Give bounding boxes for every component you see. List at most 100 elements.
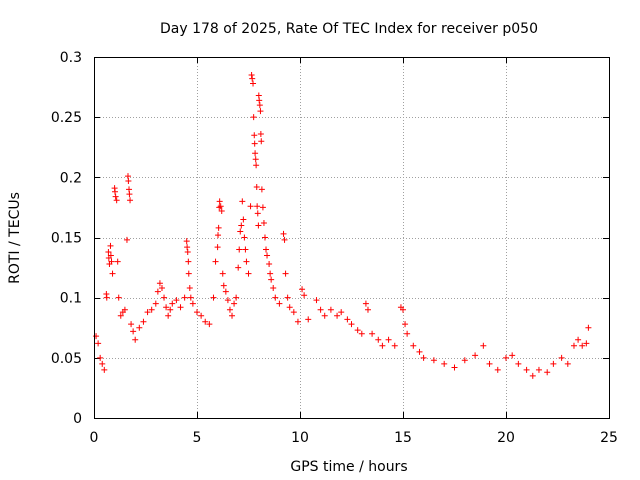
data-point xyxy=(181,294,188,301)
data-point xyxy=(187,294,194,301)
data-point xyxy=(358,330,365,337)
y-axis-title: ROTI / TECUs xyxy=(7,192,23,284)
data-point xyxy=(247,203,254,210)
data-point xyxy=(185,258,192,265)
data-point xyxy=(564,360,571,367)
data-point xyxy=(327,306,334,313)
data-point xyxy=(258,186,265,193)
data-point xyxy=(570,342,577,349)
data-point xyxy=(114,258,121,265)
x-tick-label: 10 xyxy=(291,430,309,446)
data-point xyxy=(161,294,168,301)
data-point xyxy=(177,304,184,311)
data-point xyxy=(167,306,174,313)
data-point xyxy=(250,114,257,121)
data-point xyxy=(206,321,213,328)
data-point xyxy=(472,352,479,359)
data-point xyxy=(186,285,193,292)
data-point xyxy=(251,132,258,139)
data-point xyxy=(391,342,398,349)
data-point xyxy=(558,354,565,361)
plot-frame xyxy=(94,57,610,419)
data-point xyxy=(268,276,275,283)
data-point xyxy=(112,188,119,195)
data-point xyxy=(194,309,200,316)
data-point xyxy=(163,304,170,311)
data-point xyxy=(229,312,236,319)
data-point xyxy=(251,140,258,147)
data-point xyxy=(222,288,229,295)
data-point xyxy=(148,306,155,313)
data-point xyxy=(108,258,115,265)
data-point xyxy=(280,230,287,237)
data-point xyxy=(263,246,270,253)
y-tick-label: 0.2 xyxy=(60,170,82,186)
data-point xyxy=(579,342,586,349)
y-tick-label: 0.3 xyxy=(60,50,82,66)
data-point xyxy=(103,294,110,301)
data-point xyxy=(523,366,530,373)
data-point xyxy=(420,354,427,361)
data-point xyxy=(364,306,371,313)
data-point xyxy=(219,270,226,277)
data-point xyxy=(250,80,257,87)
ticks-layer xyxy=(94,57,610,419)
data-point xyxy=(215,232,222,239)
chart-title: Day 178 of 2025, Rate Of TEC Index for r… xyxy=(160,21,538,37)
data-point xyxy=(183,238,190,245)
data-point xyxy=(215,224,222,231)
data-point xyxy=(184,248,191,255)
data-point xyxy=(202,318,209,325)
data-point xyxy=(128,321,135,328)
data-point xyxy=(242,246,249,253)
data-point xyxy=(461,357,468,364)
data-point xyxy=(130,328,137,335)
data-point xyxy=(220,282,227,289)
data-point xyxy=(117,312,124,319)
data-point xyxy=(99,360,106,367)
data-point xyxy=(235,264,242,271)
data-point xyxy=(226,306,233,313)
data-point xyxy=(385,336,392,343)
x-tick-label: 5 xyxy=(193,430,202,446)
data-point xyxy=(259,204,266,211)
data-point xyxy=(189,300,196,307)
data-point xyxy=(240,216,247,223)
data-point xyxy=(112,193,119,200)
data-point xyxy=(270,285,277,292)
data-point xyxy=(284,294,291,301)
data-point xyxy=(317,306,324,313)
data-point xyxy=(494,366,501,373)
data-point xyxy=(334,312,341,319)
data-point xyxy=(252,156,259,163)
data-point xyxy=(529,372,536,379)
data-point xyxy=(236,246,243,253)
data-point xyxy=(144,309,151,316)
x-tick-label: 15 xyxy=(394,430,412,446)
data-point xyxy=(290,309,297,316)
data-point xyxy=(233,294,240,301)
data-point xyxy=(115,294,122,301)
data-point xyxy=(252,150,259,157)
data-point xyxy=(281,236,288,243)
data-point xyxy=(184,244,191,251)
data-point xyxy=(121,306,128,313)
data-point xyxy=(214,244,221,251)
data-point xyxy=(237,228,244,235)
y-tick-label: 0.15 xyxy=(51,231,82,247)
data-point xyxy=(585,324,592,331)
data-point xyxy=(248,72,255,79)
data-point xyxy=(480,342,487,349)
data-point xyxy=(173,297,180,304)
data-point xyxy=(238,222,245,229)
data-point xyxy=(152,300,159,307)
data-point xyxy=(348,321,355,328)
data-point xyxy=(245,270,252,277)
data-point xyxy=(362,300,369,307)
data-point xyxy=(264,252,271,259)
data-point xyxy=(544,369,551,376)
data-point xyxy=(261,234,268,241)
data-point xyxy=(95,340,102,347)
data-point xyxy=(136,324,143,331)
